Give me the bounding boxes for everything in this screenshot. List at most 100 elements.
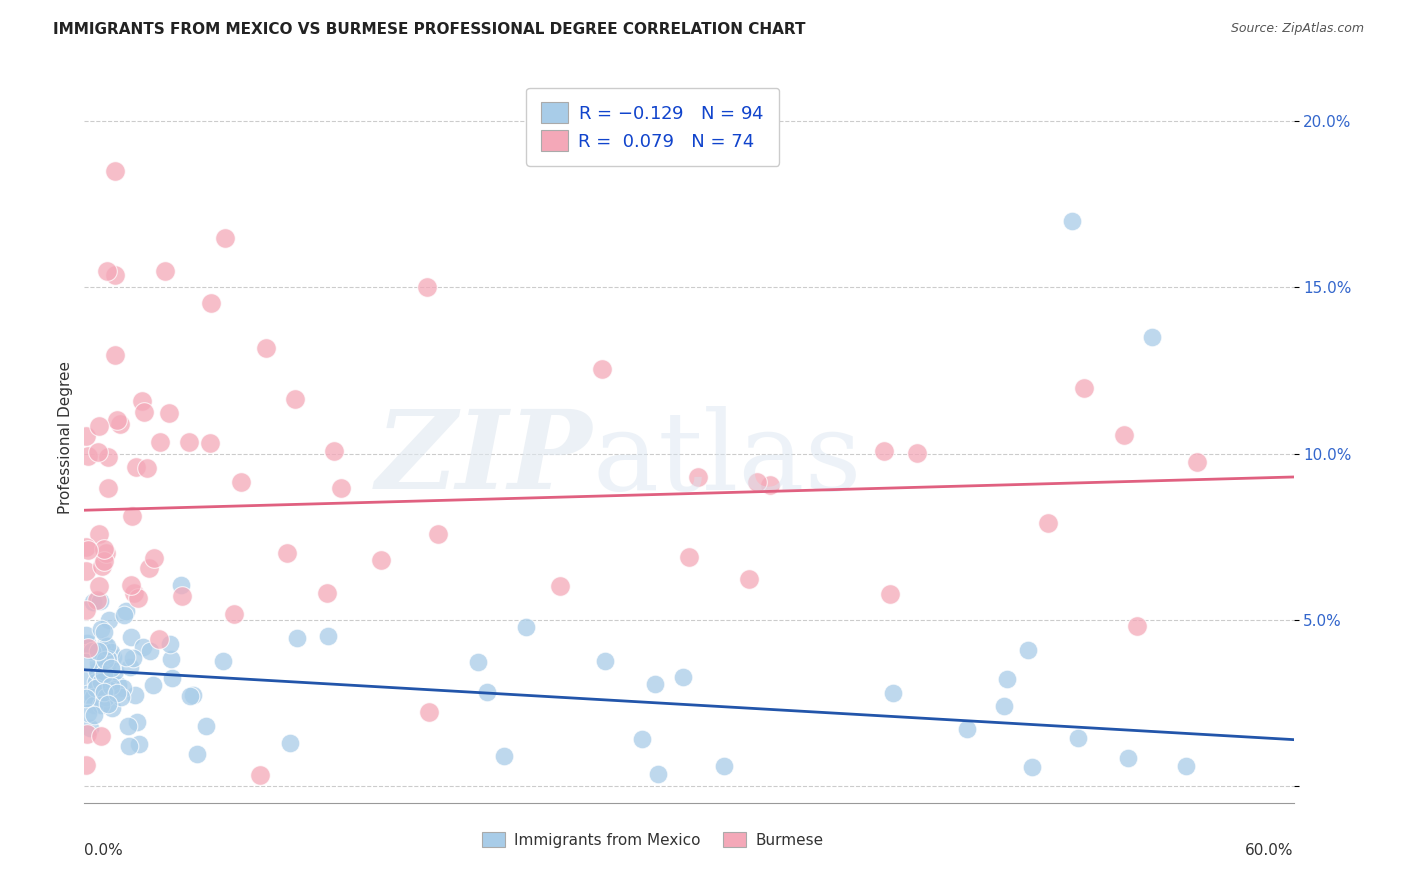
Point — [737, 572, 759, 586]
Point — [1112, 428, 1135, 442]
Point — [134, 405, 156, 419]
Point — [118, 739, 141, 753]
Point — [200, 296, 222, 310]
Point — [515, 620, 537, 634]
Point — [82, 595, 104, 609]
Point — [80, 644, 103, 658]
Point — [87, 418, 110, 433]
Point — [181, 688, 204, 702]
Point — [97, 481, 120, 495]
Point — [75, 628, 97, 642]
Point — [98, 613, 121, 627]
Point — [148, 632, 170, 646]
Point — [276, 546, 298, 560]
Point — [75, 428, 97, 442]
Point — [125, 460, 148, 475]
Point — [75, 564, 97, 578]
Point — [76, 636, 98, 650]
Point — [112, 681, 135, 695]
Point — [100, 679, 122, 693]
Point — [100, 645, 122, 659]
Point — [83, 708, 105, 723]
Point — [117, 718, 139, 732]
Point — [87, 444, 110, 458]
Point — [160, 671, 183, 685]
Point — [114, 604, 136, 618]
Point — [98, 672, 121, 686]
Point — [84, 675, 107, 690]
Point — [89, 594, 111, 608]
Point — [1126, 619, 1149, 633]
Point — [231, 475, 253, 489]
Point — [96, 639, 118, 653]
Point — [177, 434, 200, 449]
Point — [138, 561, 160, 575]
Point — [993, 699, 1015, 714]
Point — [122, 651, 145, 665]
Point — [120, 630, 142, 644]
Point — [747, 475, 769, 490]
Point — [76, 687, 98, 701]
Point — [84, 681, 107, 695]
Point — [90, 729, 112, 743]
Point — [75, 540, 97, 554]
Point — [1021, 760, 1043, 774]
Point — [86, 593, 108, 607]
Point — [418, 706, 440, 720]
Point — [105, 686, 128, 700]
Point — [630, 732, 652, 747]
Point — [96, 666, 118, 681]
Point — [672, 669, 695, 683]
Point — [1174, 759, 1197, 773]
Point — [115, 650, 138, 665]
Point — [467, 655, 489, 669]
Point — [110, 417, 132, 432]
Point — [211, 654, 233, 668]
Point — [1116, 751, 1139, 765]
Point — [153, 264, 176, 278]
Point — [132, 640, 155, 654]
Point — [591, 362, 613, 376]
Point — [1073, 381, 1095, 395]
Point — [995, 672, 1018, 686]
Point — [94, 546, 117, 560]
Point — [104, 664, 127, 678]
Point — [93, 625, 115, 640]
Point — [157, 406, 180, 420]
Point — [1060, 214, 1083, 228]
Point — [426, 527, 449, 541]
Point — [285, 632, 308, 646]
Point — [82, 690, 104, 705]
Point — [96, 263, 118, 277]
Point — [96, 657, 118, 672]
Point — [120, 577, 142, 591]
Text: IMMIGRANTS FROM MEXICO VS BURMESE PROFESSIONAL DEGREE CORRELATION CHART: IMMIGRANTS FROM MEXICO VS BURMESE PROFES… — [53, 22, 806, 37]
Point — [120, 660, 142, 674]
Point — [142, 551, 165, 566]
Point — [91, 558, 114, 573]
Point — [114, 608, 136, 623]
Point — [593, 654, 616, 668]
Point — [89, 527, 111, 541]
Point — [1187, 455, 1209, 469]
Point — [278, 736, 301, 750]
Point — [110, 690, 132, 704]
Point — [90, 641, 112, 656]
Point — [75, 691, 97, 706]
Point — [77, 641, 100, 656]
Text: Source: ZipAtlas.com: Source: ZipAtlas.com — [1230, 22, 1364, 36]
Point — [316, 586, 339, 600]
Point — [97, 652, 120, 666]
Point — [1142, 330, 1164, 344]
Point — [186, 747, 208, 762]
Point — [107, 678, 129, 692]
Point — [686, 469, 709, 483]
Text: 60.0%: 60.0% — [1246, 843, 1294, 858]
Point — [224, 607, 246, 621]
Point — [76, 727, 98, 741]
Y-axis label: Professional Degree: Professional Degree — [58, 360, 73, 514]
Point — [131, 394, 153, 409]
Point — [76, 706, 98, 720]
Point — [316, 629, 339, 643]
Point — [1036, 516, 1059, 531]
